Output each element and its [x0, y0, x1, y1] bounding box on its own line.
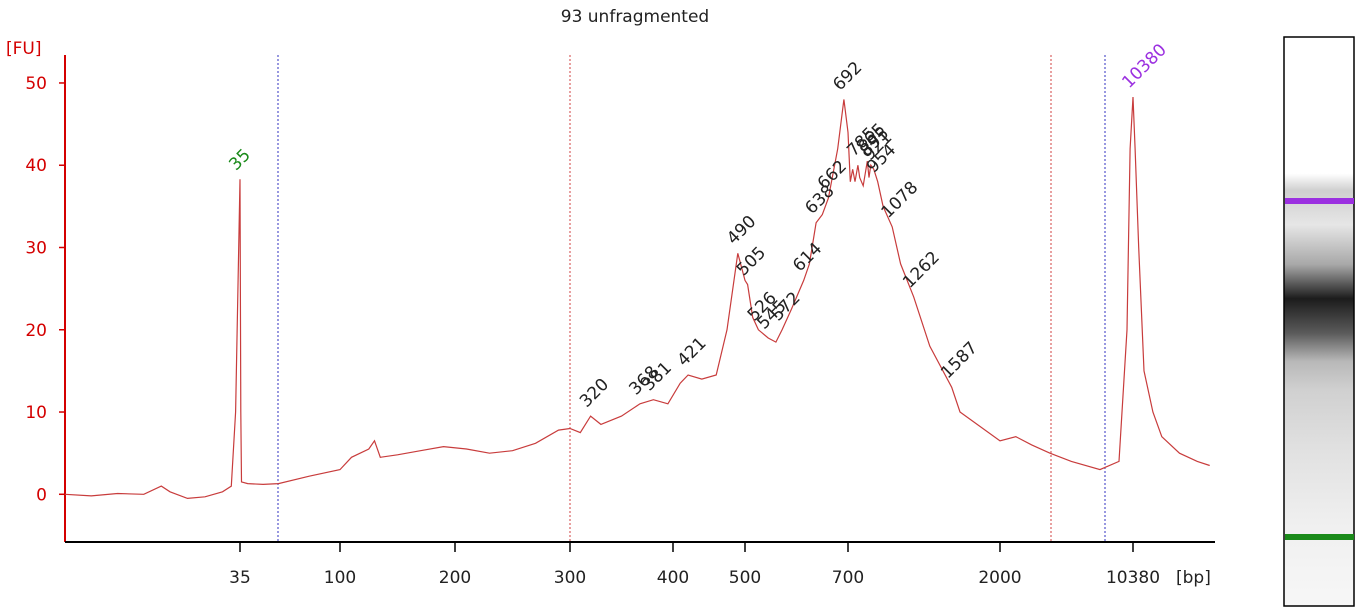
peak-label: 614 [789, 239, 826, 276]
x-tick-label: 300 [554, 568, 586, 588]
y-tick-label: 10 [25, 403, 47, 423]
peak-label: 1587 [937, 338, 982, 383]
peak-label: 1078 [878, 178, 923, 223]
x-tick-label: 700 [832, 568, 864, 588]
y-axis-label: [FU] [6, 39, 42, 59]
gel-background [1283, 36, 1355, 607]
y-tick-label: 50 [25, 74, 47, 94]
peak-label: 10380 [1118, 40, 1170, 92]
peak-label: 35 [225, 145, 254, 174]
region-markers [277, 55, 1106, 542]
lower-marker-band [1285, 534, 1354, 540]
chart-title: 93 unfragmented [561, 7, 709, 27]
y-tick-label: 20 [25, 321, 47, 341]
trace [64, 96, 1210, 500]
y-tick-label: 0 [36, 485, 47, 505]
y-tick-label: 30 [25, 238, 47, 258]
x-tick-label: 200 [439, 568, 471, 588]
x-tick-label: 2000 [978, 568, 1021, 588]
x-tick-label: 10380 [1106, 568, 1160, 588]
peak-label: 421 [674, 333, 711, 370]
gel-lane [1283, 36, 1355, 607]
peak-label: 1262 [899, 248, 944, 293]
peak-label: 692 [829, 58, 866, 95]
y-tick-label: 40 [25, 156, 47, 176]
x-tick-label: 400 [657, 568, 689, 588]
x-tick-label: 500 [729, 568, 761, 588]
x-tick-label: 100 [324, 568, 356, 588]
peak-label: 320 [576, 375, 613, 412]
x-tick-label: 35 [229, 568, 251, 588]
x-axis-label: [bp] [1176, 568, 1211, 588]
upper-marker-band [1285, 198, 1354, 204]
peak-label: 505 [733, 243, 770, 280]
